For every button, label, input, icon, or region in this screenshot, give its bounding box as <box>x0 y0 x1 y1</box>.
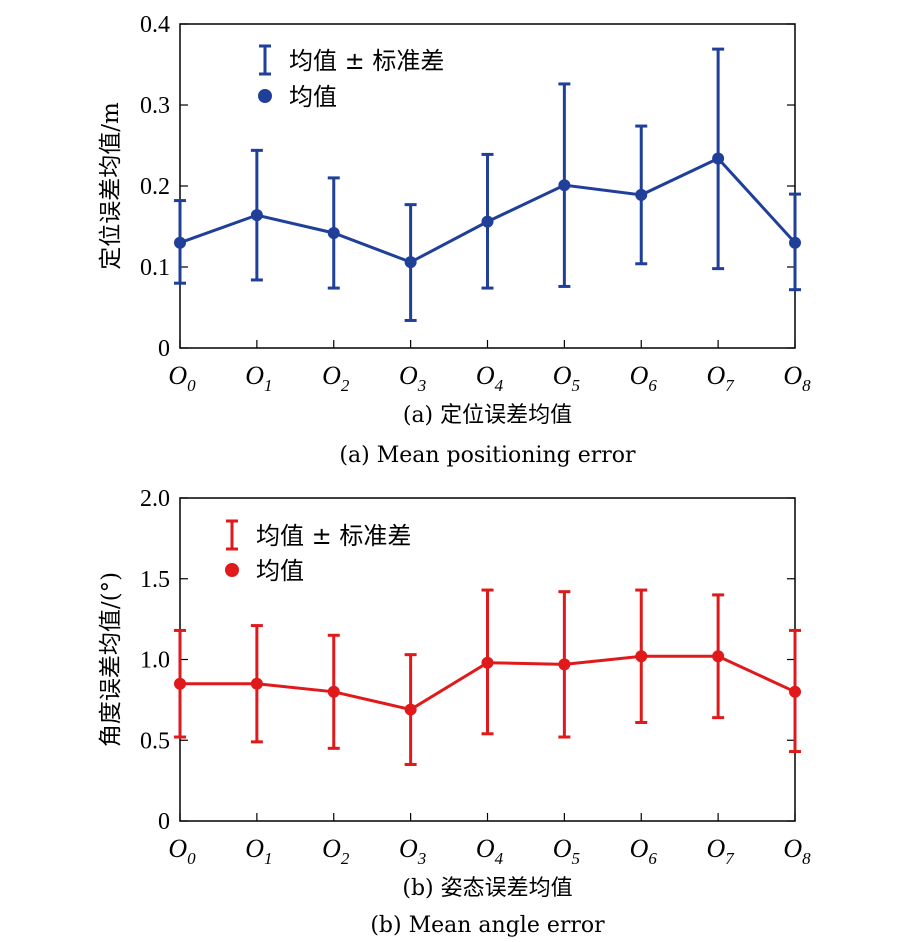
y-axis-title: 定位误差均值/m <box>98 102 124 270</box>
y-tick-label: 1.0 <box>140 648 170 674</box>
x-tick-label: O8 <box>783 834 811 868</box>
legend-mean-icon <box>258 89 272 103</box>
x-tick-label: O3 <box>399 361 426 395</box>
mean-point <box>327 685 340 698</box>
y-axis-title: 角度误差均值/(°) <box>98 572 124 747</box>
mean-point <box>481 215 494 228</box>
x-tick-label: O0 <box>168 834 196 868</box>
caption-en: (a) Mean positioning error <box>339 443 636 468</box>
chart-angle-error: 0 0.5 1.0 1.5 2.0 O0 O1 O2 O3 O4 O5 O6 O7 O8 角度误差均值/(°… <box>98 486 811 938</box>
mean-point <box>481 656 494 669</box>
mean-point <box>789 685 801 698</box>
mean-point <box>404 256 417 269</box>
y-tick-label: 0.2 <box>140 174 170 200</box>
mean-point <box>558 179 571 192</box>
x-tick-label: O5 <box>553 361 580 395</box>
x-tick-label: O7 <box>706 834 735 868</box>
y-tick-label: 2.0 <box>140 486 170 512</box>
x-tick-label: O7 <box>706 361 735 395</box>
x-tick-label: O1 <box>245 834 272 868</box>
legend-errorbar-label: 均值 ± 标准差 <box>289 47 444 75</box>
x-tick-label: O4 <box>476 834 504 868</box>
x-tick-label: O6 <box>630 361 658 395</box>
mean-point <box>635 188 648 201</box>
y-tick-label: 0.4 <box>140 12 170 38</box>
mean-point <box>712 152 725 165</box>
mean-point <box>327 226 340 239</box>
x-tick-label: O8 <box>783 361 811 395</box>
mean-point <box>635 650 648 663</box>
x-tick-label: O2 <box>322 834 350 868</box>
y-tick-label: 0.1 <box>140 255 170 281</box>
caption-cn: (a) 定位误差均值 <box>403 403 572 428</box>
x-tick-label: O3 <box>399 834 426 868</box>
x-tick-label: O6 <box>630 834 658 868</box>
x-tick-label: O4 <box>476 361 504 395</box>
legend-errorbar-label: 均值 ± 标准差 <box>256 522 411 550</box>
mean-point <box>404 703 417 716</box>
chart-positioning-error: 0 0.1 0.2 0.3 0.4 O0 O1 O2 O3 O4 O5 O6 O7 O8 定位误差均值/m 均… <box>98 12 811 468</box>
mean-point <box>558 658 571 671</box>
mean-point <box>174 677 186 690</box>
mean-point <box>712 650 725 663</box>
mean-point <box>174 236 186 249</box>
legend-mean-label: 均值 <box>256 557 304 585</box>
caption-cn: (b) 姿态误差均值 <box>402 876 572 901</box>
legend-mean-icon <box>225 563 239 577</box>
legend-mean-label: 均值 <box>289 83 337 111</box>
y-tick-label: 0 <box>158 336 170 362</box>
x-tick-label: O1 <box>245 361 272 395</box>
mean-point <box>250 677 263 690</box>
mean-point <box>250 209 263 222</box>
y-tick-label: 1.5 <box>140 567 170 593</box>
caption-en: (b) Mean angle error <box>370 913 605 938</box>
mean-point <box>789 236 801 249</box>
x-tick-label: O0 <box>168 361 196 395</box>
y-tick-label: 0.3 <box>140 93 170 119</box>
y-tick-label: 0.5 <box>140 728 170 754</box>
x-tick-label: O2 <box>322 361 350 395</box>
x-tick-label: O5 <box>553 834 580 868</box>
y-tick-label: 0 <box>158 809 170 835</box>
